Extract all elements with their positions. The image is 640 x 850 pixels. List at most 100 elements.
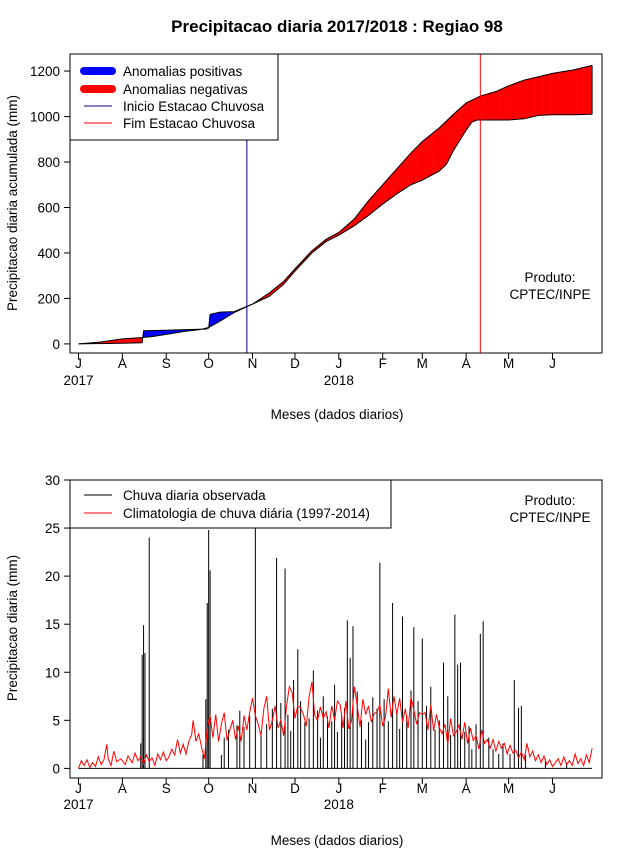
anomaly-segment (477, 96, 480, 120)
anomaly-segment (389, 175, 392, 199)
anomaly-segment (156, 330, 159, 336)
anomaly-segment (426, 136, 429, 178)
anomaly-segment (463, 104, 466, 135)
x-tick-label: J (75, 781, 82, 796)
anomaly-segment (422, 140, 425, 181)
anomaly-segment (568, 70, 570, 115)
anomaly-segment (143, 330, 146, 338)
x-tick-label: M (417, 356, 428, 371)
anomaly-segment (538, 76, 541, 116)
anomaly-segment (392, 172, 395, 197)
anomaly-segment (159, 330, 161, 336)
anomaly-segment (512, 83, 515, 120)
anomaly-segment (560, 71, 563, 115)
anomaly-segment (555, 72, 558, 115)
x-tick-label: M (503, 781, 514, 796)
year-label: 2018 (324, 373, 354, 388)
anomaly-segment (494, 91, 497, 120)
anomaly-segment (535, 77, 538, 117)
anomaly-segment (132, 338, 134, 343)
anomaly-segment (161, 330, 164, 336)
anomaly-segment (113, 339, 116, 344)
anomaly-segment (483, 94, 485, 120)
anomaly-segment (566, 70, 569, 115)
anomaly-segment (586, 66, 589, 115)
x-tick-label: M (503, 356, 514, 371)
accumulation-lines (78, 64, 593, 345)
anomaly-segment (510, 84, 512, 120)
anomaly-segment (442, 123, 444, 169)
anomaly-segment (150, 330, 153, 337)
anomaly-segment (452, 114, 454, 154)
anomaly-segment (396, 167, 399, 194)
anomaly-segment (466, 102, 468, 131)
anomaly-segment (575, 69, 577, 115)
anomaly-segment (129, 338, 132, 344)
x-tick-label: S (162, 356, 171, 371)
anomaly-segment (169, 330, 171, 334)
anomaly-segment (167, 330, 170, 335)
anomaly-segment (582, 67, 584, 115)
anomaly-segment (412, 150, 415, 185)
anomaly-segment (379, 186, 382, 207)
y-axis: 0 200 400 600 800 1000 1200 (30, 64, 70, 352)
anomaly-segment (529, 78, 532, 118)
climatology-line (78, 681, 593, 769)
anomaly-segment (118, 339, 120, 344)
anomaly-segment (365, 202, 368, 218)
anomaly-segment (589, 65, 591, 115)
year-label: 2017 (63, 797, 93, 812)
anomaly-segment (500, 88, 502, 120)
anomaly-segment (153, 330, 156, 337)
anomaly-segment (398, 165, 400, 193)
anomaly-segment (137, 337, 140, 343)
anomaly-segment (498, 89, 501, 120)
anomaly-segment (440, 125, 443, 170)
anomaly-segment (485, 94, 488, 120)
anomaly-segment (427, 135, 430, 178)
y-tick-label: 1200 (30, 64, 60, 79)
anomaly-segment (210, 314, 212, 327)
anomaly-segment (157, 330, 160, 336)
x-tick-label: D (290, 356, 300, 371)
plot-frame (69, 53, 603, 354)
anomaly-segment (470, 100, 473, 125)
anomaly-segment (211, 313, 214, 326)
anomaly-segment (410, 151, 413, 185)
anomaly-segment (112, 340, 115, 344)
anomaly-segment (546, 74, 549, 115)
anomaly-segment (125, 338, 127, 344)
anomaly-segment (579, 68, 582, 115)
anomaly-segment (221, 311, 224, 321)
anomaly-segment (497, 90, 500, 120)
anomaly-segment (490, 92, 492, 120)
anomaly-segment (386, 178, 389, 201)
y-axis-bottom: 0 5 10 15 20 25 30 (45, 473, 70, 776)
anomaly-segment (173, 329, 175, 334)
anomaly-segment (508, 85, 511, 120)
anomaly-segment (215, 312, 218, 324)
anomaly-segment (377, 189, 379, 209)
anomaly-segment (563, 71, 566, 115)
anomaly-segment (474, 98, 477, 122)
anomaly-segment (439, 126, 441, 172)
x-tick-label: A (118, 781, 127, 796)
anomaly-segment (362, 206, 365, 220)
observed-accumulated-line (78, 113, 593, 345)
x-tick-label: A (118, 356, 127, 371)
anomaly-segment (430, 133, 433, 176)
anomaly-segment (171, 330, 174, 334)
anomaly-segment (119, 339, 122, 344)
anomaly-segment (456, 110, 458, 147)
anomaly-segment (501, 88, 504, 120)
y-tick-label: 5 (52, 713, 60, 728)
anomaly-segment (225, 311, 228, 318)
anomaly-segment (437, 127, 440, 172)
anomaly-segment (515, 82, 518, 120)
legend: Anomalias positivas Anomalias negativas … (69, 53, 279, 141)
anomaly-segment (374, 192, 376, 211)
anomaly-segment (572, 69, 574, 115)
anomaly-segment (122, 338, 125, 344)
x-tick-label: O (203, 356, 214, 371)
anomaly-segment (111, 340, 113, 344)
